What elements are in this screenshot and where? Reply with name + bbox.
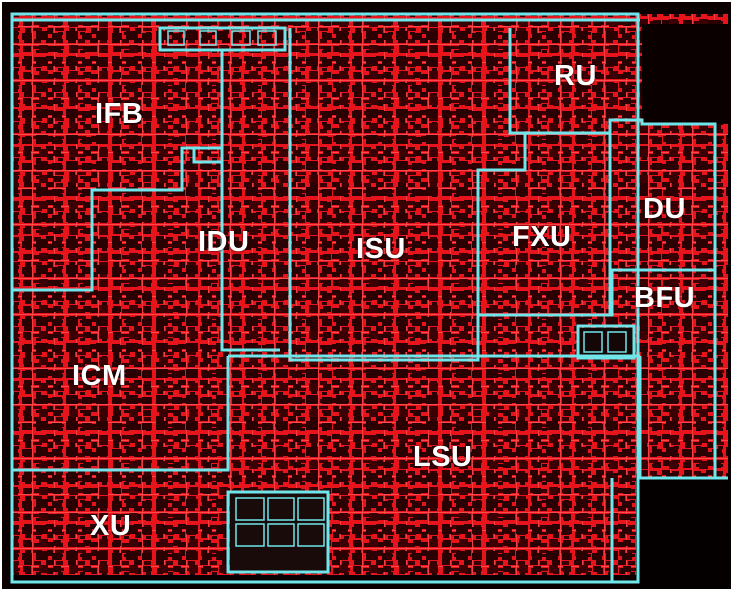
macro-outlines (167, 30, 627, 547)
unit-boundaries (10, 12, 728, 584)
